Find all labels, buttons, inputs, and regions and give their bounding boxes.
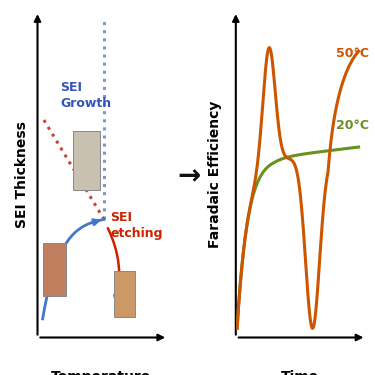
Text: Faradaic Efficiency: Faradaic Efficiency — [209, 101, 222, 248]
FancyBboxPatch shape — [114, 271, 135, 317]
Text: 50°C: 50°C — [336, 47, 369, 60]
Text: 20°C: 20°C — [336, 119, 369, 132]
Text: SEI
Growth: SEI Growth — [60, 81, 112, 110]
Text: SEI
etching: SEI etching — [110, 211, 163, 240]
Text: Time: Time — [281, 370, 319, 375]
FancyBboxPatch shape — [43, 243, 66, 296]
Text: Temperature: Temperature — [51, 370, 152, 375]
FancyBboxPatch shape — [73, 131, 99, 190]
Text: →: → — [178, 162, 201, 190]
Text: SEI Thickness: SEI Thickness — [15, 121, 29, 228]
